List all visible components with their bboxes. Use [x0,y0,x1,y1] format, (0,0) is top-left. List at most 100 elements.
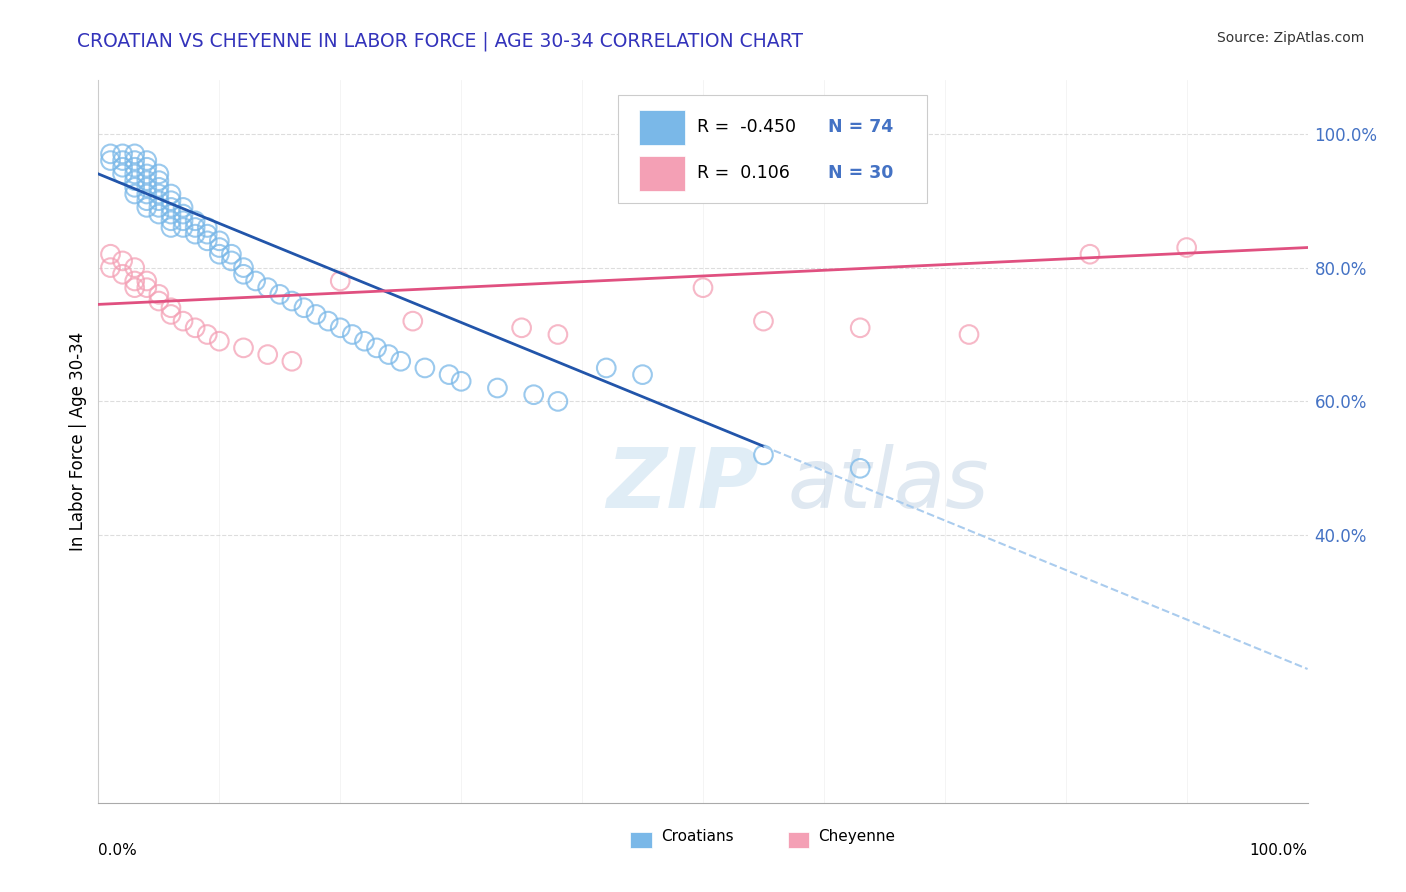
Text: CROATIAN VS CHEYENNE IN LABOR FORCE | AGE 30-34 CORRELATION CHART: CROATIAN VS CHEYENNE IN LABOR FORCE | AG… [77,31,803,51]
Point [124,281,146,295]
Point [124,153,146,168]
Point [256,348,278,362]
Point [305,307,328,322]
Point [281,354,304,368]
Point [329,274,352,288]
Point [221,254,243,268]
Point [160,307,183,322]
Point [160,187,183,202]
Point [135,180,157,194]
Point [135,167,157,181]
Point [437,368,460,382]
Text: 100.0%: 100.0% [1250,843,1308,857]
Text: Source: ZipAtlas.com: Source: ZipAtlas.com [1216,31,1364,45]
Point [111,268,134,282]
Point [353,334,375,349]
Point [523,387,546,401]
Text: Cheyenne: Cheyenne [818,829,894,844]
Point [135,173,157,188]
Point [124,173,146,188]
Point [100,260,122,275]
Point [111,161,134,175]
Point [329,321,352,335]
Point [195,220,218,235]
Point [547,394,569,409]
Text: R =  -0.450: R = -0.450 [697,119,796,136]
Point [269,287,291,301]
FancyBboxPatch shape [630,832,652,848]
Point [160,220,183,235]
Point [195,327,218,342]
Point [256,281,278,295]
Point [245,274,267,288]
Text: R =  0.106: R = 0.106 [697,164,790,183]
Point [184,214,207,228]
Point [292,301,315,315]
Point [184,220,207,235]
Point [849,461,872,475]
Point [100,153,122,168]
Point [124,161,146,175]
FancyBboxPatch shape [638,156,685,191]
Text: N = 30: N = 30 [828,164,893,183]
Point [195,227,218,242]
Point [377,348,399,362]
Point [172,201,194,215]
Point [111,153,134,168]
Point [450,375,472,389]
Point [124,180,146,194]
Point [208,234,231,248]
Point [111,167,134,181]
Point [148,194,170,208]
Point [595,361,617,376]
Point [342,327,364,342]
Text: ZIP: ZIP [606,444,759,525]
FancyBboxPatch shape [619,95,927,203]
Point [135,274,157,288]
Point [692,281,714,295]
Point [366,341,388,355]
Point [402,314,425,328]
Point [111,147,134,161]
Point [316,314,339,328]
Point [124,167,146,181]
Point [135,187,157,202]
Point [389,354,412,368]
Point [148,201,170,215]
Point [1175,241,1198,255]
Point [957,327,980,342]
Point [195,234,218,248]
Point [148,167,170,181]
Point [148,187,170,202]
Point [221,247,243,261]
Point [100,147,122,161]
Point [135,201,157,215]
Point [208,247,231,261]
Point [124,187,146,202]
Point [184,227,207,242]
Point [510,321,533,335]
Y-axis label: In Labor Force | Age 30-34: In Labor Force | Age 30-34 [69,332,87,551]
Point [752,314,775,328]
Point [172,214,194,228]
Text: atlas: atlas [787,444,990,525]
Point [486,381,509,395]
Point [547,327,569,342]
Point [232,260,254,275]
Point [232,341,254,355]
Point [752,448,775,462]
Point [281,294,304,309]
Point [135,194,157,208]
Point [208,334,231,349]
Point [148,173,170,188]
Point [160,207,183,221]
Point [631,368,654,382]
Point [1078,247,1101,261]
Point [124,274,146,288]
Point [172,314,194,328]
Point [124,260,146,275]
Point [232,268,254,282]
Point [172,207,194,221]
Point [148,207,170,221]
Point [413,361,436,376]
